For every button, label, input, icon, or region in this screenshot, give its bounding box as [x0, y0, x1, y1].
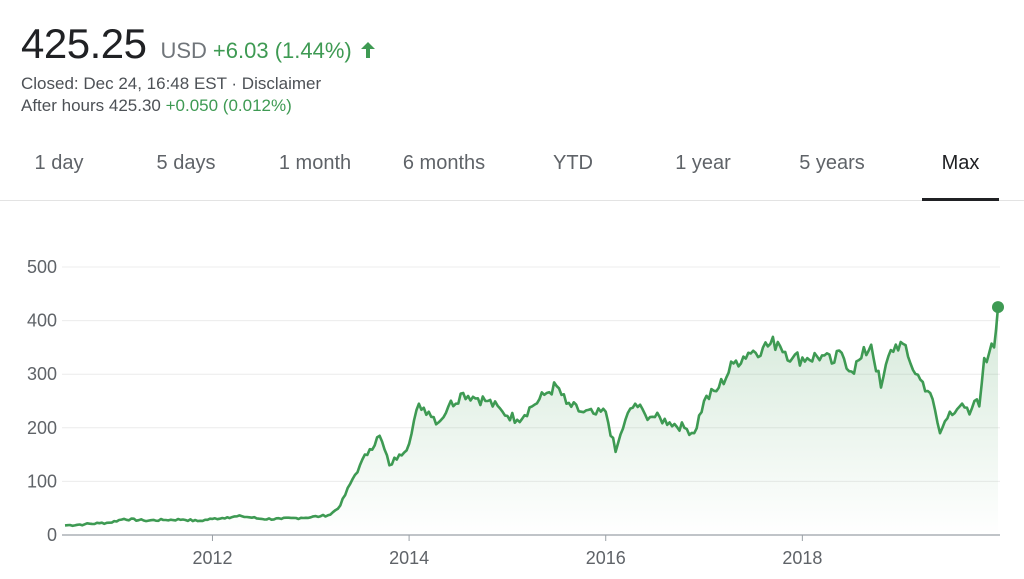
y-tick-label: 100 — [27, 471, 57, 491]
last-point-marker — [992, 301, 1004, 314]
after-hours-change: +0.050 (0.012%) — [165, 96, 292, 115]
tab-6-months[interactable]: 6 months — [402, 152, 486, 174]
x-tick-label: 2016 — [586, 548, 626, 568]
tab-5-days[interactable]: 5 days — [156, 152, 216, 174]
y-tick-label: 400 — [27, 311, 57, 331]
tab-max[interactable]: Max — [922, 138, 999, 201]
tab-ytd[interactable]: YTD — [553, 152, 593, 174]
arrow-up-icon — [360, 41, 376, 59]
series-line — [64, 307, 1000, 528]
series-area — [65, 307, 998, 535]
tab-1-month[interactable]: 1 month — [278, 152, 352, 174]
after-hours-info: After hours 425.30 +0.050 (0.012%) — [21, 96, 292, 116]
y-tick-label: 0 — [47, 525, 57, 545]
price-change: +6.03 (1.44%) — [212, 38, 352, 63]
after-hours-label: After hours 425.30 — [21, 96, 161, 115]
price-row: 425.25 USD +6.03 (1.44%) — [21, 20, 376, 68]
x-tick-label: 2018 — [782, 548, 822, 568]
price-chart: 0 100 200 300 400 500 2012 2014 2016 2018 — [27, 257, 1004, 568]
tab-1-day[interactable]: 1 day — [34, 152, 84, 174]
x-tick-label: 2012 — [192, 548, 232, 568]
range-tabs: 1 day 5 days 1 month 6 months YTD 1 year… — [0, 138, 1024, 201]
currency-code: USD — [160, 38, 207, 63]
x-tick-label: 2014 — [389, 548, 429, 568]
y-tick-label: 500 — [27, 257, 57, 277]
closed-info: Closed: Dec 24, 16:48 EST · Disclaimer — [21, 74, 322, 93]
tab-1-year[interactable]: 1 year — [675, 152, 731, 174]
current-price: 425.25 — [21, 20, 147, 67]
y-tick-label: 200 — [27, 418, 57, 438]
y-tick-label: 300 — [27, 364, 57, 384]
tab-5-years[interactable]: 5 years — [799, 152, 865, 174]
